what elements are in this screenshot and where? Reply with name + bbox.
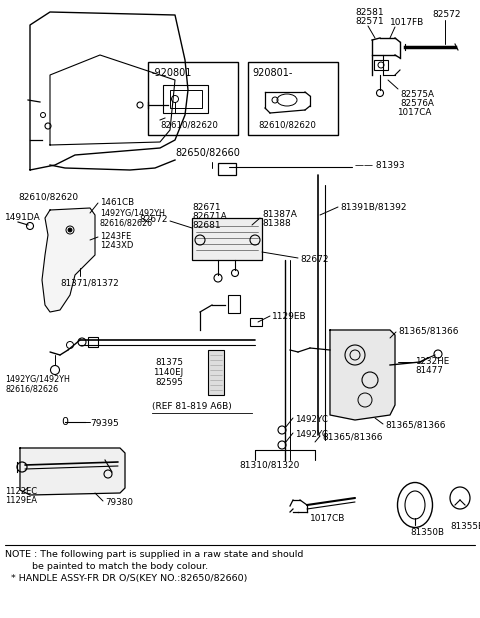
Text: 82581: 82581 [355,8,384,17]
Bar [163,85,208,113]
Text: 81350B: 81350B [410,528,444,537]
Text: 82616/82626: 82616/82626 [5,385,58,394]
Text: (REF 81-819 A6B): (REF 81-819 A6B) [152,402,232,411]
Text: 1492YG/1492YH: 1492YG/1492YH [100,209,165,218]
Text: 82575A: 82575A [400,90,434,99]
Text: 1129EA: 1129EA [5,496,37,505]
Text: 82650/82660: 82650/82660 [176,148,240,158]
Text: 1122EC: 1122EC [5,487,37,496]
Text: 1461CB: 1461CB [100,198,134,207]
Text: 82572: 82572 [432,10,460,19]
Text: 81365/81366: 81365/81366 [322,432,383,441]
Bar [88,337,98,347]
Text: 1491DA: 1491DA [5,213,41,222]
Text: 1243FE: 1243FE [100,232,131,241]
Text: NOTE : The following part is supplied in a raw state and should: NOTE : The following part is supplied in… [5,550,303,559]
Text: 81371/81372: 81371/81372 [60,278,119,287]
Text: —— 81393: —— 81393 [355,161,405,170]
Bar [192,218,262,260]
Text: 82672: 82672 [140,215,168,224]
Text: 0: 0 [61,417,69,427]
Text: 82610/82620: 82610/82620 [258,120,316,129]
Text: 82610/82620: 82610/82620 [160,120,218,129]
Text: 79395: 79395 [90,419,119,428]
Text: * HANDLE ASSY-FR DR O/S(KEY NO.:82650/82660): * HANDLE ASSY-FR DR O/S(KEY NO.:82650/82… [5,574,247,583]
Text: 82671A: 82671A [192,212,227,221]
Circle shape [68,228,72,232]
Text: 1492YC: 1492YC [295,430,328,439]
Text: 81365/81366: 81365/81366 [385,420,445,429]
Text: 82610/82620: 82610/82620 [18,193,78,202]
Text: 82576A: 82576A [400,99,434,108]
Text: 79380: 79380 [105,498,133,507]
Text: 82571: 82571 [355,17,384,26]
Bar [250,318,262,326]
Bar [170,90,202,108]
Text: 81387A: 81387A [262,210,297,219]
Text: 82595: 82595 [155,378,183,387]
Polygon shape [20,448,125,495]
Bar [228,295,240,313]
Text: 1017FB: 1017FB [390,18,424,27]
Text: 81310/81320: 81310/81320 [240,460,300,469]
Text: 1492YG/1492YH: 1492YG/1492YH [5,375,70,384]
Text: 1017CA: 1017CA [397,108,432,117]
Text: 1243XD: 1243XD [100,241,133,250]
Text: 82681: 82681 [192,221,221,230]
Text: 1492YC: 1492YC [295,415,328,424]
Text: 81388: 81388 [262,219,291,228]
Text: 1129EB: 1129EB [272,312,307,321]
Text: 1140EJ: 1140EJ [153,368,183,377]
Text: 81391B/81392: 81391B/81392 [340,203,407,212]
Text: be painted to match the body colour.: be painted to match the body colour. [5,562,208,571]
Text: 82672: 82672 [300,255,328,264]
Text: 1232HE: 1232HE [415,357,449,366]
Bar [248,62,338,135]
Polygon shape [330,330,395,420]
Text: 81375: 81375 [155,358,183,367]
Text: 82616/82626: 82616/82626 [100,218,153,227]
Bar [208,350,224,395]
Text: 81355B: 81355B [450,522,480,531]
Bar [148,62,238,135]
Text: 81477: 81477 [415,366,443,375]
Text: 920801-: 920801- [252,68,292,78]
Text: 1017CB: 1017CB [310,514,346,523]
Polygon shape [42,208,95,312]
Text: 81365/81366: 81365/81366 [398,326,458,335]
Text: -920801: -920801 [152,68,192,78]
Text: 82671: 82671 [192,203,221,212]
Bar [374,60,388,70]
Bar [218,163,236,175]
